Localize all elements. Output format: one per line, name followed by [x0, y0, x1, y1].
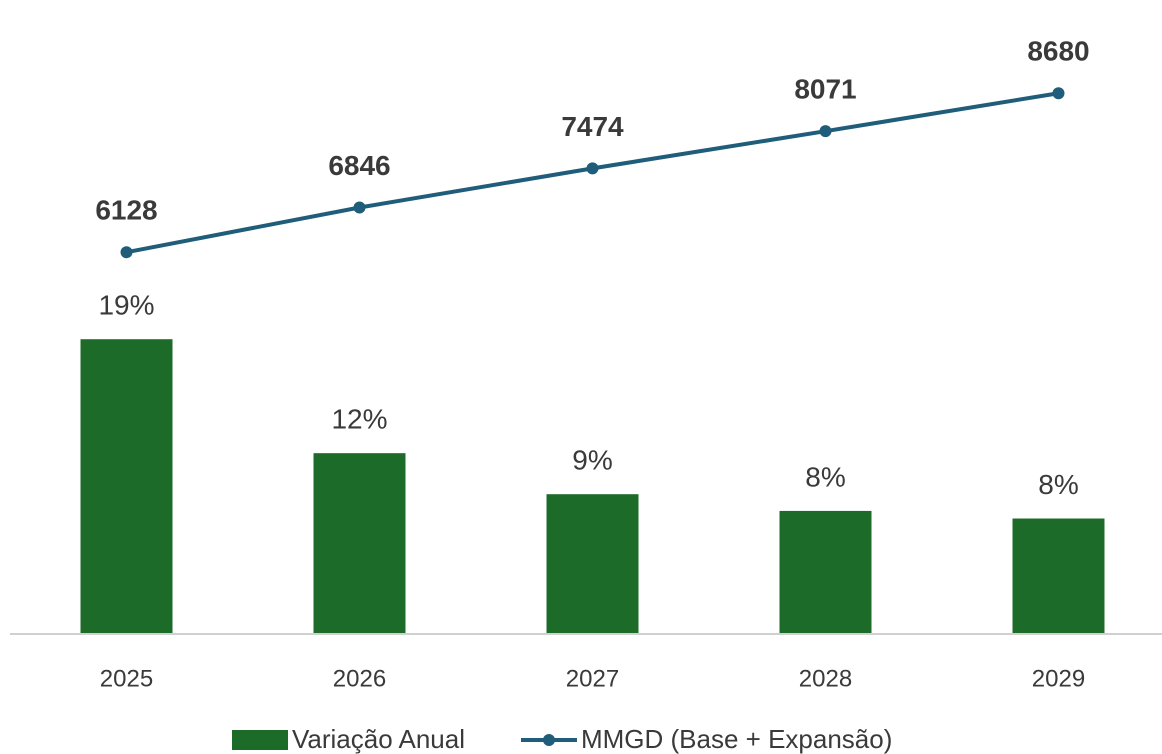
line-value-label: 8680: [1027, 36, 1089, 67]
line-point: [1052, 87, 1065, 100]
bar-value-label: 8%: [1038, 469, 1078, 500]
bar: [80, 339, 173, 634]
legend-swatch: [232, 730, 288, 750]
bar-value-label: 9%: [572, 445, 612, 476]
line-point: [353, 201, 366, 214]
bar: [1012, 518, 1105, 634]
legend-label: Variação Anual: [292, 724, 465, 754]
x-tick-label: 2028: [799, 665, 852, 692]
legend-label: MMGD (Base + Expansão): [581, 724, 892, 754]
line-value-label: 7474: [561, 111, 624, 142]
line-value-label: 8071: [794, 74, 856, 105]
line-value-label: 6846: [328, 150, 390, 181]
line-point: [586, 162, 599, 175]
bar-value-label: 19%: [98, 290, 154, 321]
line-point: [819, 125, 832, 138]
x-tick-label: 2026: [333, 665, 386, 692]
x-tick-label: 2029: [1032, 665, 1085, 692]
legend-swatch-dot: [542, 734, 555, 746]
bar: [313, 453, 406, 634]
bar-value-label: 8%: [805, 461, 845, 492]
bar: [546, 494, 639, 634]
x-tick-label: 2027: [566, 665, 619, 692]
line-point: [120, 246, 133, 259]
bar: [779, 510, 872, 634]
x-tick-label: 2025: [100, 665, 153, 692]
bar-value-label: 12%: [331, 404, 387, 435]
line-value-label: 6128: [95, 195, 157, 226]
